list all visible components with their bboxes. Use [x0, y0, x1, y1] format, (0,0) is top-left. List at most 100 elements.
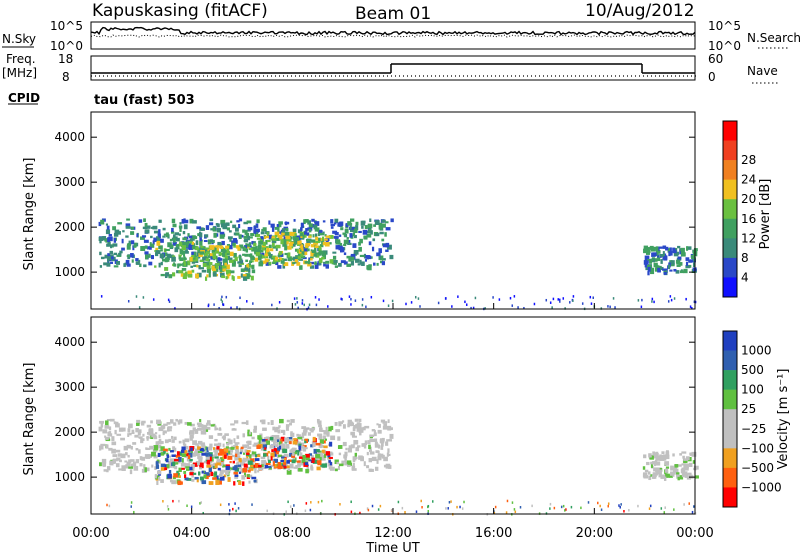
- velocity-echo-cell: [292, 452, 295, 456]
- velocity-echo-cell: [194, 443, 199, 446]
- power-echo-cell: [297, 229, 303, 234]
- velocity-echo-cell: [150, 420, 153, 424]
- power-echo-cell: [663, 253, 667, 257]
- velocity-echo-cell: [368, 444, 371, 450]
- velocity-echo-cell: [199, 465, 204, 469]
- power-echo-cell: [343, 243, 347, 247]
- velocity-echo-cell: [251, 476, 257, 480]
- power-echo-cell: [175, 237, 180, 242]
- power-echo-cell: [216, 248, 219, 253]
- velocity-echo-cell: [282, 448, 288, 454]
- velocity-echo-cell: [253, 442, 259, 446]
- nave-tick-bottom: 0: [708, 70, 716, 84]
- power-echo-cell: [296, 249, 300, 254]
- power-echo-cell: [379, 231, 384, 235]
- power-echo-cell: [368, 241, 372, 246]
- power-echo-cell: [238, 234, 242, 239]
- power-echo-cell: [174, 247, 179, 253]
- power-echo-cell: [162, 227, 166, 231]
- power-echo-cell: [232, 242, 236, 246]
- velocity-echo-cell: [379, 504, 382, 508]
- velocity-echo-cell: [670, 471, 675, 476]
- power-echo-cell: [653, 300, 655, 304]
- power-echo-cell: [222, 251, 227, 254]
- velocity-echo-cell: [99, 462, 102, 467]
- power-echo-cell: [297, 306, 299, 310]
- velocity-echo-cell: [163, 423, 168, 426]
- velocity-echo-cell: [265, 463, 271, 466]
- power-colorbar-swatch: [723, 238, 737, 259]
- velocity-echo-cell: [184, 445, 189, 450]
- velocity-echo-cell: [131, 429, 135, 434]
- power-echo-cell: [660, 259, 663, 264]
- velocity-echo-cell: [132, 442, 137, 445]
- velocity-echo-cell: [389, 433, 394, 439]
- velocity-echo-cell: [338, 452, 342, 456]
- power-echo-cell: [221, 252, 226, 257]
- power-echo-cell: [130, 240, 135, 245]
- velocity-echo-cell: [232, 460, 235, 464]
- power-echo-cell: [153, 230, 159, 234]
- velocity-echo-cell: [166, 505, 169, 508]
- power-echo-cell: [213, 303, 215, 306]
- power-echo-cell: [272, 245, 277, 249]
- power-echo-cell: [300, 255, 306, 259]
- nsearch-tick-bottom: 10^0: [708, 39, 741, 53]
- power-echo-cell: [667, 248, 671, 253]
- velocity-echo-cell: [371, 429, 376, 432]
- power-echo-cell: [179, 250, 184, 254]
- power-echo-cell: [357, 263, 361, 266]
- velocity-echo-cell: [565, 508, 567, 511]
- nsky-label: N.Sky: [2, 32, 36, 46]
- power-echo-cell: [168, 274, 173, 279]
- velocity-echo-cell: [376, 423, 379, 426]
- velocity-echo-cell: [369, 438, 373, 443]
- velocity-echo-cell: [158, 438, 162, 443]
- velocity-echo-cell: [321, 499, 323, 503]
- velocity-echo-cell: [264, 447, 267, 450]
- power-echo-cell: [654, 267, 659, 272]
- power-echo-cell: [379, 260, 384, 264]
- velocity-echo-cell: [233, 438, 236, 443]
- power-echo-cell: [221, 275, 225, 279]
- power-echo-cell: [199, 259, 205, 262]
- velocity-echo-cell: [112, 454, 118, 458]
- velocity-echo-cell: [208, 481, 214, 485]
- power-echo-cell: [319, 244, 324, 248]
- power-echo-cell: [144, 251, 149, 255]
- power-echo-cell: [225, 245, 229, 250]
- power-echo-cell: [297, 253, 303, 258]
- power-echo-cell: [262, 241, 266, 247]
- power-echo-cell: [419, 305, 421, 308]
- power-echo-cell: [213, 247, 217, 252]
- velocity-echo-cell: [173, 476, 176, 480]
- velocity-echo-cell: [160, 463, 166, 468]
- velocity-echo-cell: [230, 446, 235, 450]
- velocity-echo-cell: [664, 473, 670, 478]
- velocity-echo-cell: [247, 446, 252, 450]
- power-echo-cell: [282, 263, 286, 269]
- velocity-colorbar-tick: 1000: [741, 344, 772, 358]
- velocity-echo-cell: [178, 456, 182, 462]
- power-echo-cell: [289, 232, 294, 237]
- velocity-echo-cell: [328, 456, 333, 459]
- power-echo-cell: [312, 234, 315, 238]
- power-echo-cell: [226, 255, 230, 261]
- power-echo-cell: [152, 240, 155, 245]
- velocity-echo-cell: [364, 425, 370, 429]
- velocity-echo-cell: [298, 467, 303, 472]
- power-echo-cell: [105, 229, 111, 235]
- velocity-echo-cell: [109, 460, 114, 466]
- velocity-echo-cell: [276, 439, 280, 443]
- velocity-echo-cell: [292, 440, 298, 445]
- power-echo-cell: [206, 274, 209, 278]
- velocity-echo-cell: [193, 451, 199, 457]
- power-echo-cell: [679, 249, 682, 255]
- velocity-echo-cell: [459, 505, 461, 509]
- velocity-echo-cell: [404, 511, 406, 514]
- power-echo-cell: [229, 251, 234, 257]
- velocity-echo-cell: [323, 432, 327, 435]
- power-echo-cell: [322, 241, 327, 246]
